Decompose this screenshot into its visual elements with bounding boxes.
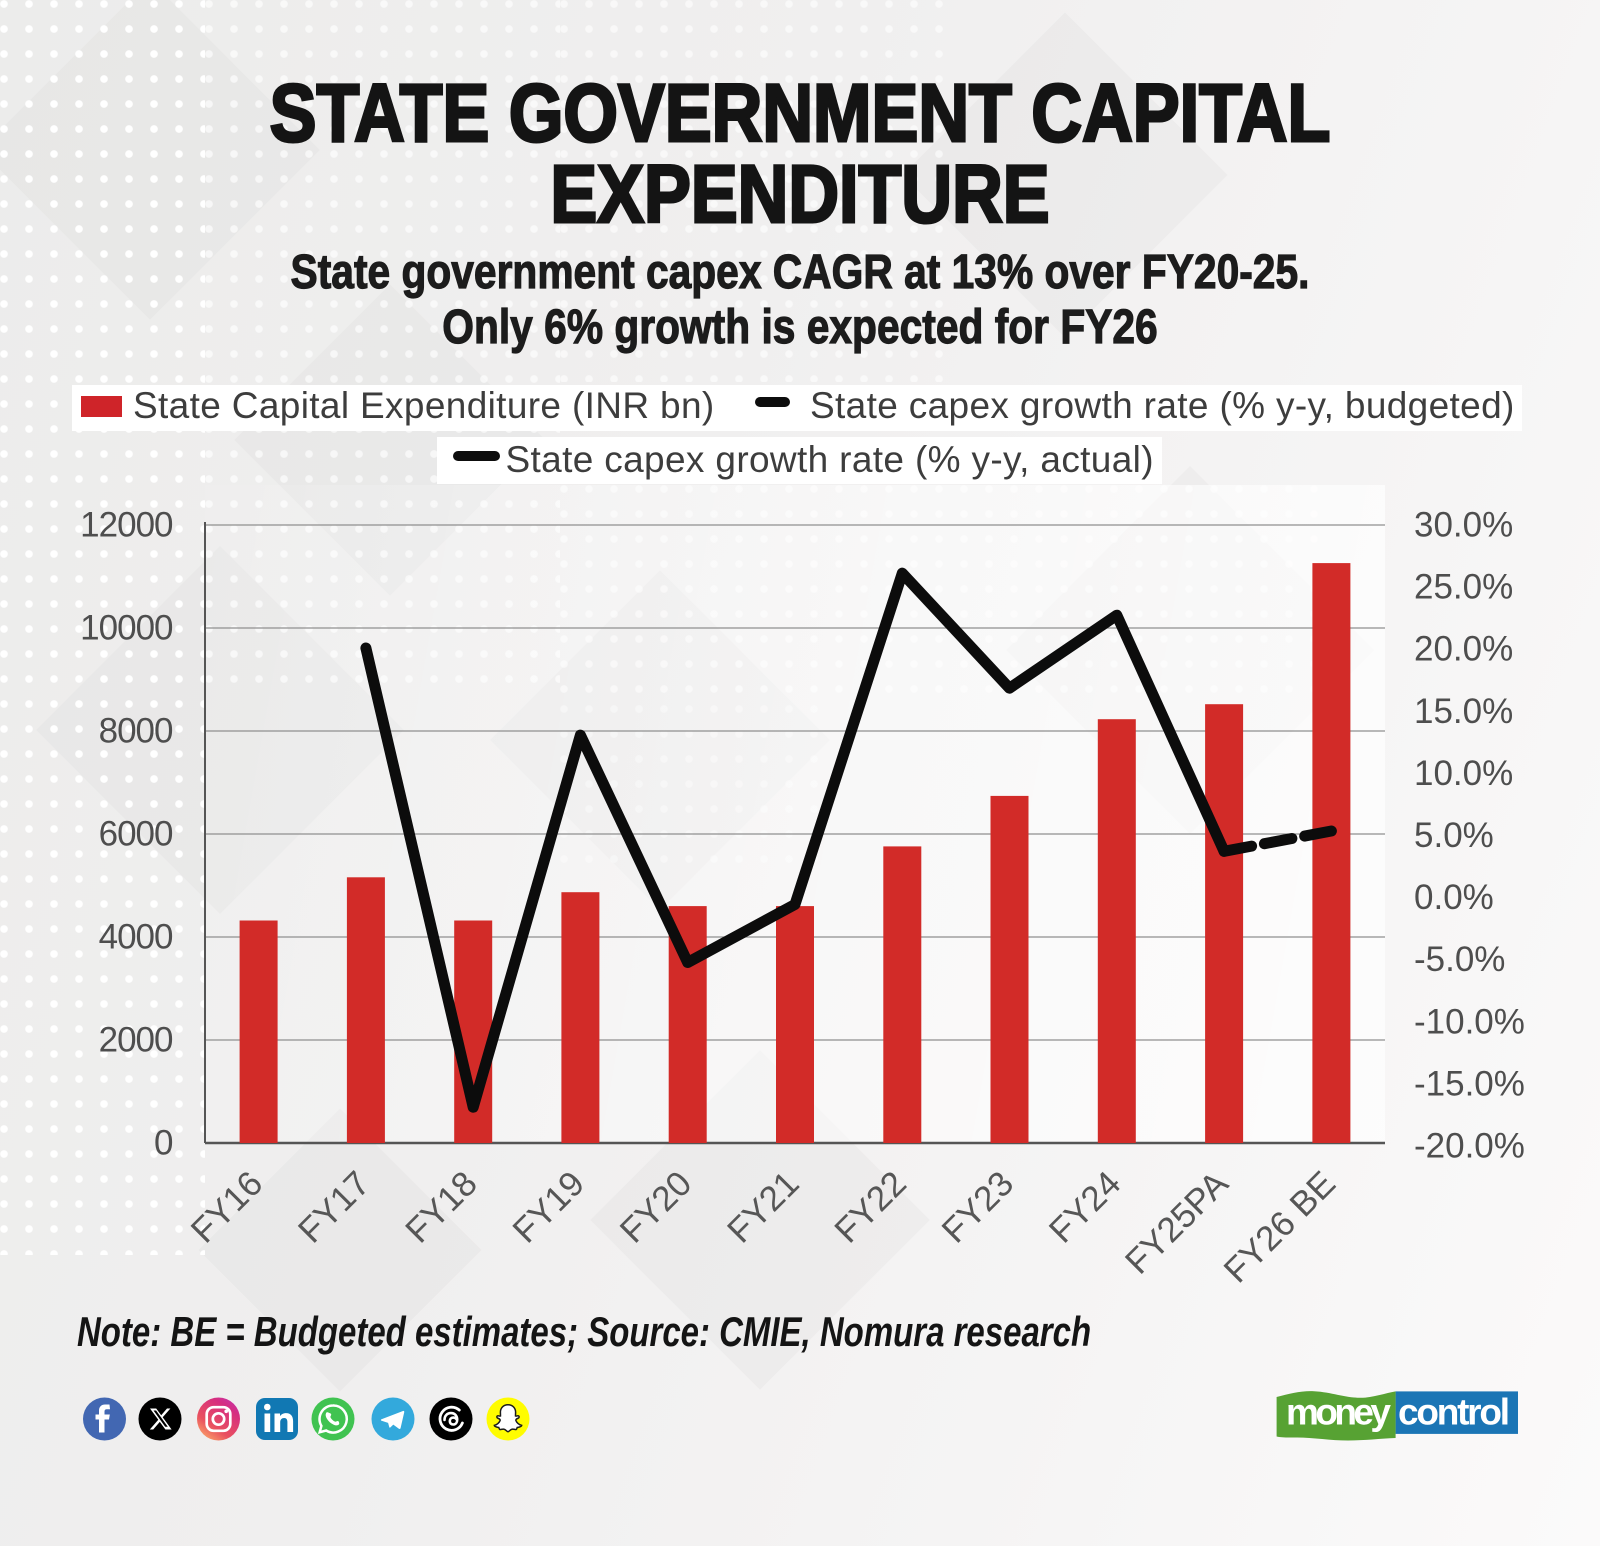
svg-text:20.0%: 20.0% bbox=[1414, 630, 1513, 669]
svg-text:4000: 4000 bbox=[99, 918, 173, 957]
svg-text:0: 0 bbox=[154, 1124, 173, 1163]
svg-text:-20.0%: -20.0% bbox=[1414, 1127, 1525, 1166]
svg-text:money: money bbox=[1286, 1392, 1391, 1433]
svg-text:12000: 12000 bbox=[80, 506, 173, 545]
svg-text:30.0%: 30.0% bbox=[1414, 506, 1513, 545]
svg-text:-5.0%: -5.0% bbox=[1414, 940, 1505, 979]
svg-text:0.0%: 0.0% bbox=[1414, 878, 1494, 917]
svg-text:25.0%: 25.0% bbox=[1414, 568, 1513, 607]
svg-text:6000: 6000 bbox=[99, 815, 173, 854]
svg-text:8000: 8000 bbox=[99, 712, 173, 751]
svg-text:2000: 2000 bbox=[99, 1021, 173, 1060]
svg-text:-10.0%: -10.0% bbox=[1414, 1002, 1525, 1041]
svg-text:control: control bbox=[1398, 1392, 1510, 1433]
svg-text:10000: 10000 bbox=[80, 609, 173, 648]
svg-text:15.0%: 15.0% bbox=[1414, 692, 1513, 731]
svg-text:10.0%: 10.0% bbox=[1414, 754, 1513, 793]
svg-text:5.0%: 5.0% bbox=[1414, 816, 1494, 855]
svg-text:-15.0%: -15.0% bbox=[1414, 1064, 1525, 1103]
